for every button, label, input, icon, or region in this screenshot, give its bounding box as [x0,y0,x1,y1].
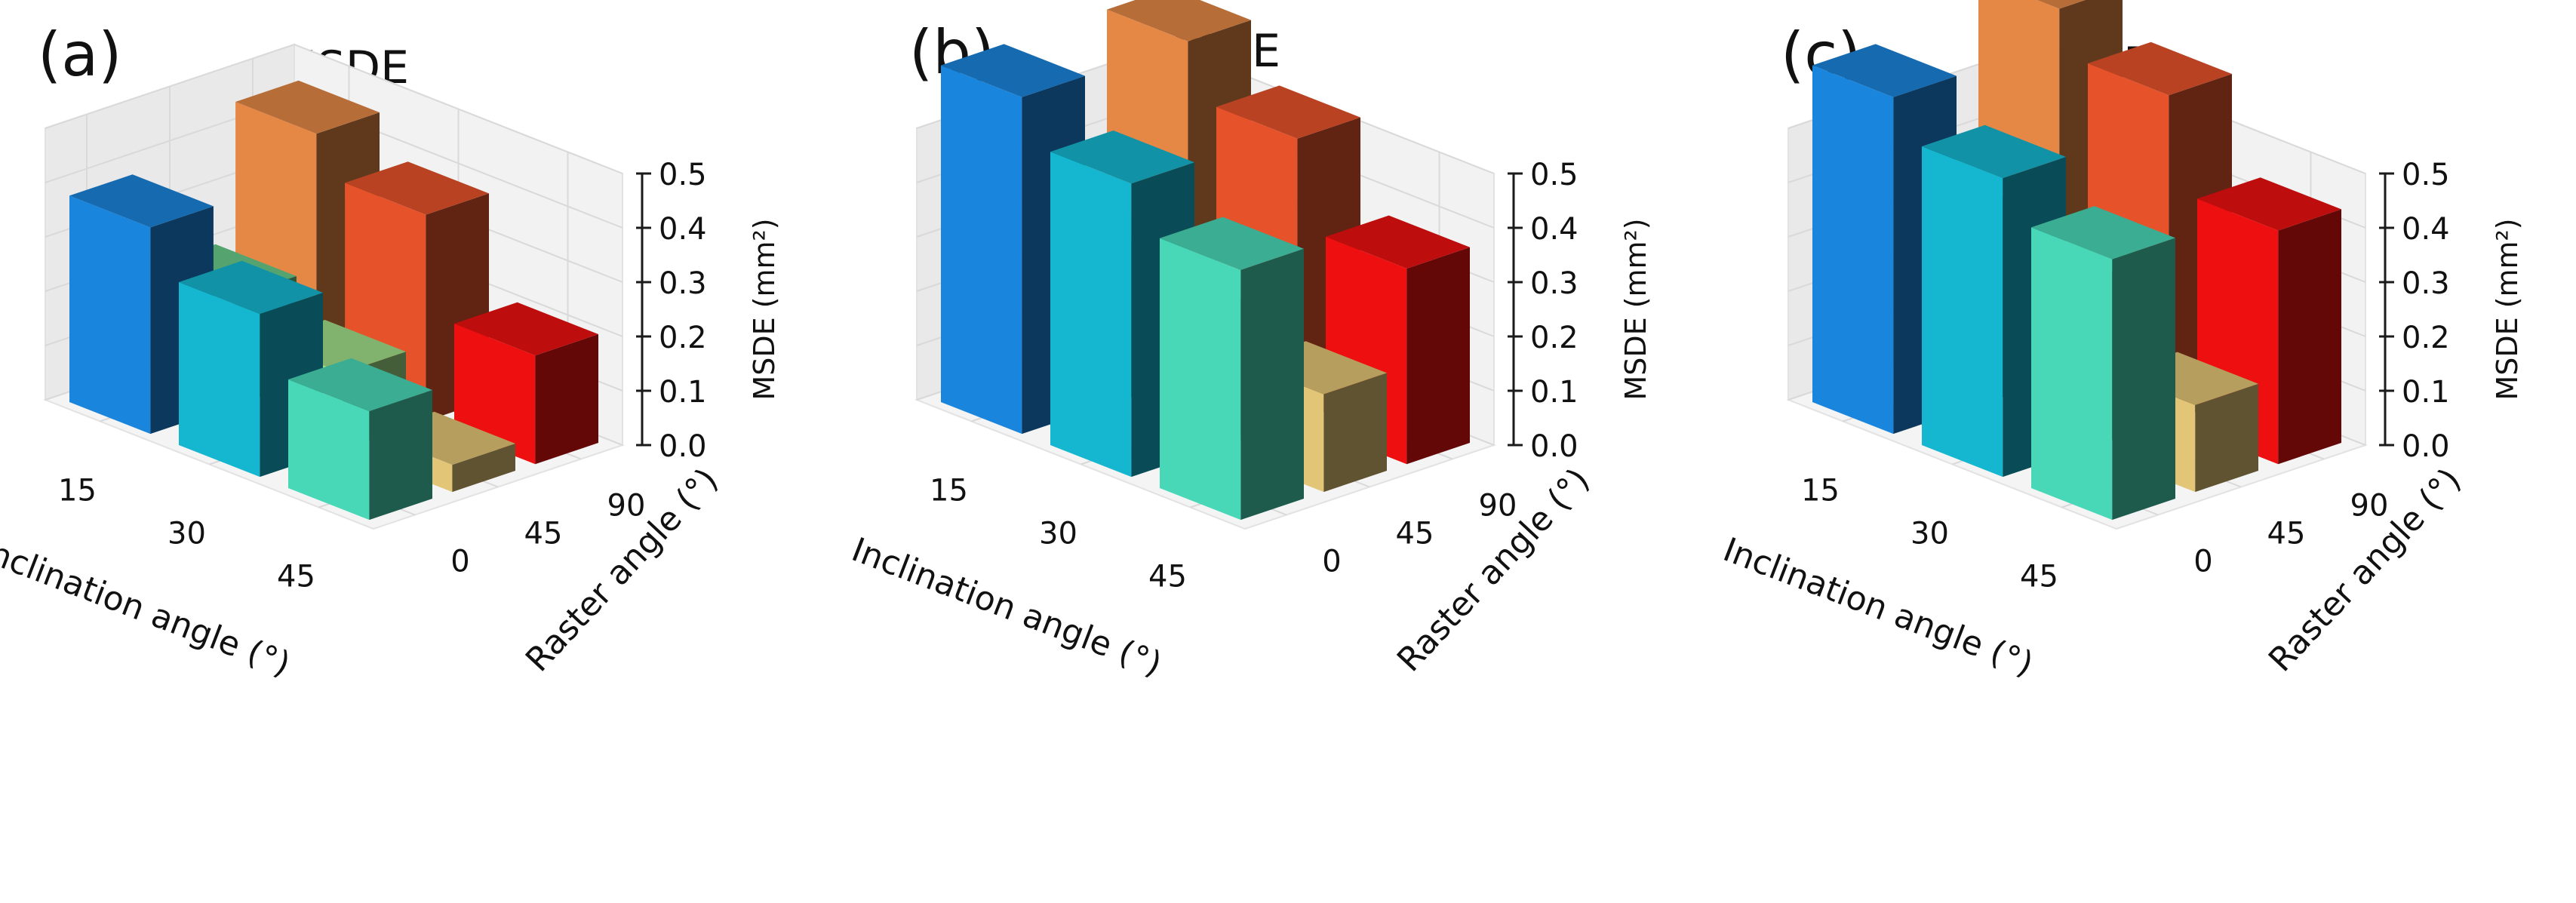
bar-top-face [1812,44,1957,97]
bar-side-face [452,444,515,493]
bar-side-face [369,390,432,521]
bar-side-face [535,334,598,465]
z-tick-label: 0.4 [2402,212,2450,247]
bar-top-face [941,44,1085,97]
z-tick-label: 0.0 [1530,429,1578,464]
y-tick-label: 45 [1396,517,1434,551]
x-tick-label: 45 [1148,560,1187,594]
z-tick-label: 0.4 [1530,212,1578,247]
bar-top-face [1160,217,1304,270]
bar-side-face [1323,373,1387,493]
z-tick-label: 0.3 [1530,266,1578,301]
z-tick-label: 0.2 [659,321,707,355]
bar-top-face [1050,131,1194,184]
bar-top-face [69,174,214,228]
z-tick-label: 0.0 [659,429,707,464]
bar-top-face [2088,41,2232,96]
x-tick-label: 15 [930,474,968,508]
y-tick-label: 0 [2193,545,2212,579]
x-tick-label: 45 [2020,560,2058,594]
bar-top-face [2031,206,2175,260]
y-tick-label: 90 [2350,489,2389,524]
x-tick-label: 30 [168,517,206,551]
bar-side-face [1240,248,1304,521]
bar-front-face [69,195,151,435]
bar-top-face [454,302,598,356]
bar-top-face [345,161,489,215]
bar-x45-y0 [1160,217,1304,521]
y-tick-label: 45 [524,517,563,551]
z-tick-label: 0.2 [1530,321,1578,355]
x-tick-label: 45 [277,560,315,594]
z-tick-label: 0.5 [2402,158,2450,192]
bar-top-face [1216,85,1360,139]
bar-top-face [235,80,380,134]
x-axis-label: Inclination angle (°) [1718,530,2038,684]
bar-front-face [1812,65,1894,435]
bar-front-face [1050,152,1132,478]
z-tick-label: 0.5 [659,158,707,192]
bar-top-face [1922,124,2066,179]
x-axis-label: Inclination angle (°) [847,530,1167,684]
x-tick-label: 15 [58,474,97,508]
z-tick-label: 0.0 [2402,429,2450,464]
bar-front-face [2031,227,2113,521]
bar-side-face [2195,383,2258,493]
y-tick-label: 0 [450,545,469,579]
z-tick-label: 0.1 [659,375,707,410]
bar-x45-y90 [454,302,598,465]
x-tick-label: 15 [1801,474,1840,508]
bar-front-face [941,65,1022,435]
gridline-z [45,43,623,174]
z-tick-label: 0.3 [659,266,707,301]
x-tick-label: 30 [1910,517,1949,551]
bar-top-face [2197,177,2341,231]
bar-top-face [1326,215,1470,269]
bar-front-face [179,282,260,478]
y-tick-label: 0 [1322,545,1341,579]
x-axis-label: Inclination angle (°) [0,530,295,684]
bar-x45-y0 [2031,206,2175,521]
z-tick-label: 0.1 [1530,375,1578,410]
bar-top-face [288,358,432,412]
y-tick-label: 90 [1479,489,1517,524]
z-tick-label: 0.2 [2402,321,2450,355]
z-axis-label: MSDE (mm²) [748,218,781,400]
y-tick-label: 45 [2267,517,2306,551]
bar-side-face [2112,238,2175,521]
y-tick-label: 90 [607,489,646,524]
z-tick-label: 0.5 [1530,158,1578,192]
x-tick-label: 30 [1039,517,1077,551]
bar-front-face [1922,146,2003,478]
bar-top-face [2037,0,2086,9]
bar-side-face [1406,247,1470,465]
bar-top-face [1107,0,1251,41]
panel-label-a: (a) [38,20,121,90]
z-axis-label: MSDE (mm²) [1619,218,1652,400]
bar-top-face [179,260,323,315]
z-tick-label: 0.1 [2402,375,2450,410]
bar-x45-y0 [288,358,432,521]
bar-front-face [288,379,370,521]
z-tick-label: 0.3 [2402,266,2450,301]
bar-x45-y90 [2197,177,2341,465]
bar-side-face [2278,209,2341,465]
bar-front-face [1160,238,1241,521]
z-axis-label: MSDE (mm²) [2491,218,2524,400]
z-tick-label: 0.4 [659,212,707,247]
